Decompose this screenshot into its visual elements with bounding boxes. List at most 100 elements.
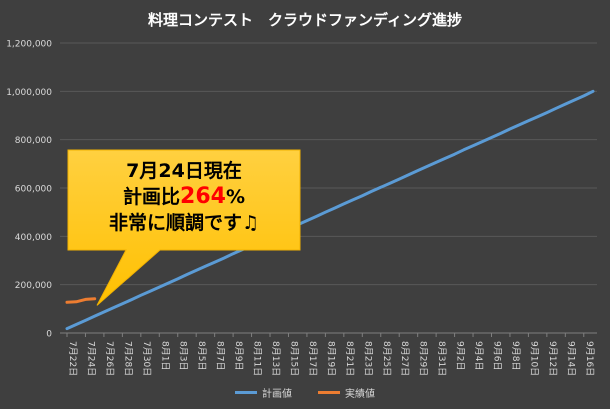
legend-label-plan: 計画値 (262, 389, 292, 400)
x-tick-label: 8月19日 (325, 341, 336, 376)
data-point (66, 301, 68, 303)
data-point (140, 294, 142, 296)
data-point (426, 165, 428, 168)
data-point (370, 190, 373, 192)
data-point (232, 253, 234, 255)
data-point (518, 124, 520, 126)
data-point (463, 149, 465, 151)
legend: 計画値 実績値 (0, 385, 610, 400)
callout-line-2: 計画比264% (68, 184, 300, 210)
y-tick-label: 0 (46, 330, 52, 340)
x-tick-label: 7月30日 (141, 341, 152, 376)
legend-item-plan: 計画値 (235, 385, 292, 400)
data-point (417, 170, 419, 172)
data-point (315, 215, 317, 218)
data-point (167, 282, 170, 284)
data-point (352, 199, 354, 201)
callout-ratio-label: 計画比 (123, 186, 181, 208)
callout-line-1: 7月24日現在 (126, 160, 242, 182)
data-point (583, 95, 585, 97)
data-point (343, 203, 345, 205)
x-tick-label: 9月6日 (491, 341, 502, 370)
x-tick-label: 7月28日 (122, 341, 133, 376)
data-point (444, 157, 446, 159)
data-point (546, 112, 548, 114)
x-tick-label: 8月1日 (159, 341, 170, 370)
y-tick-label: 600,000 (15, 185, 52, 195)
x-tick-label: 7月22日 (67, 341, 78, 376)
legend-swatch-plan (235, 391, 257, 394)
x-tick-label: 8月11日 (252, 341, 263, 376)
x-tick-label: 8月21日 (344, 341, 355, 376)
chart-title: 料理コンテスト クラウドファンディング進捗 (148, 11, 462, 29)
x-tick-label: 8月31日 (436, 341, 447, 376)
data-point (195, 269, 197, 272)
x-tick-label: 8月17日 (307, 341, 318, 376)
data-point (389, 182, 391, 184)
data-point (537, 116, 539, 118)
data-point (380, 186, 382, 188)
x-tick-label: 9月12日 (547, 341, 558, 376)
data-point (121, 303, 123, 305)
data-point (481, 141, 483, 143)
legend-label-actual: 実績値 (345, 389, 375, 400)
legend-item-actual: 実績値 (318, 385, 375, 400)
x-tick-label: 8月29日 (418, 341, 429, 376)
data-point (214, 261, 216, 263)
x-tick-label: 8月3日 (178, 341, 189, 370)
x-tick-label: 8月23日 (362, 341, 373, 376)
x-tick-label: 8月5日 (196, 341, 207, 370)
data-point (490, 136, 493, 139)
x-tick-label: 8月15日 (288, 341, 299, 376)
data-point (324, 211, 326, 213)
callout-box (67, 149, 301, 306)
x-tick-label: 7月26日 (104, 341, 115, 376)
data-point (158, 286, 160, 288)
data-point (223, 257, 225, 259)
y-tick-label: 200,000 (15, 281, 52, 291)
y-tick-label: 400,000 (15, 233, 52, 243)
data-point (75, 301, 77, 303)
y-tick-label: 800,000 (15, 136, 52, 146)
data-point (177, 278, 179, 280)
data-point (500, 132, 502, 134)
x-tick-label: 8月9日 (233, 341, 244, 370)
data-point (84, 319, 87, 322)
data-point (435, 161, 437, 163)
data-point (509, 128, 511, 130)
data-point (555, 107, 557, 109)
x-tick-label: 9月14日 (565, 341, 576, 376)
x-tick-label: 8月13日 (270, 341, 281, 376)
callout-ratio-unit: % (225, 186, 245, 208)
data-point (66, 328, 68, 330)
data-point (398, 178, 400, 180)
data-point (94, 298, 96, 300)
data-point (84, 298, 87, 301)
data-point (306, 220, 308, 222)
data-point (361, 195, 363, 197)
x-tick-label: 8月25日 (381, 341, 392, 376)
x-tick-label: 8月7日 (215, 341, 226, 370)
callout-text: 7月24日現在 計画比264% 非常に順調です♫ (68, 158, 300, 236)
data-point (75, 323, 77, 326)
data-point (564, 103, 566, 105)
y-tick-label: 1,200,000 (6, 40, 52, 50)
data-point (407, 174, 410, 176)
x-tick-label: 9月8日 (510, 341, 521, 370)
x-tick-label: 9月4日 (473, 341, 484, 370)
data-point (573, 99, 576, 101)
data-point (130, 299, 133, 301)
data-point (94, 315, 96, 317)
x-tick-label: 9月2日 (455, 341, 466, 370)
data-point (334, 207, 336, 209)
data-point (186, 273, 188, 276)
legend-swatch-actual (318, 391, 340, 394)
data-point (592, 90, 594, 92)
series-line-0 (65, 89, 595, 331)
callout-ratio-value: 264 (180, 184, 226, 209)
data-point (527, 120, 530, 122)
x-tick-label: 8月27日 (399, 341, 410, 376)
data-point (472, 145, 474, 147)
